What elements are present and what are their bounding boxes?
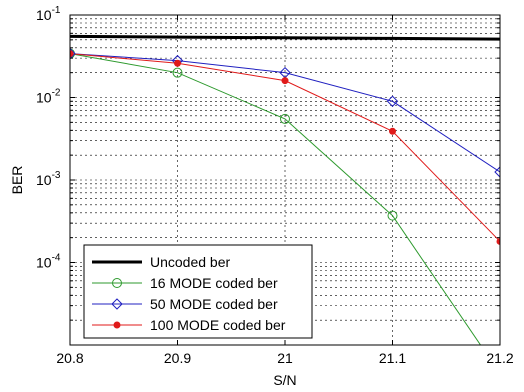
legend-marker-3 xyxy=(111,298,123,310)
x-tick-labels: 20.8 20.9 21 21.1 21.2 xyxy=(56,350,513,366)
series-4-point xyxy=(281,77,289,85)
y-tick-label: 10-1 xyxy=(36,5,61,23)
series-3-point xyxy=(386,95,399,107)
plot-series xyxy=(70,34,505,378)
x-tick-label: 21.1 xyxy=(379,350,406,366)
legend: Uncoded ber 16 MODE coded ber 50 MODE code… xyxy=(83,244,313,339)
series-3-point xyxy=(494,166,500,178)
series-2-point xyxy=(280,113,290,124)
x-axis-label: S/N xyxy=(273,372,296,388)
series-line-2 xyxy=(70,53,482,345)
series-2-point xyxy=(172,67,183,78)
y-axis-label: BER xyxy=(9,166,25,195)
series-2-point xyxy=(387,210,398,221)
series-3-point xyxy=(70,47,76,60)
series-4-point xyxy=(174,59,181,67)
legend-marker-4 xyxy=(113,321,121,329)
y-tick-label: 10-3 xyxy=(36,170,61,188)
series-line-1 xyxy=(70,34,500,41)
legend-marker-2 xyxy=(112,278,122,288)
series-4-point xyxy=(389,127,396,135)
x-tick-label: 21 xyxy=(277,350,293,366)
legend-label-2: 16 MODE coded ber xyxy=(150,275,278,291)
axis-ticks xyxy=(69,15,501,346)
series-4-point xyxy=(496,237,500,245)
legend-label-1: Uncoded ber xyxy=(150,254,231,270)
series-2-point xyxy=(496,369,505,378)
y-tick-label: 10-4 xyxy=(36,253,61,271)
y-tick-label: 10-2 xyxy=(36,88,61,106)
x-tick-label: 20.9 xyxy=(164,350,191,366)
x-tick-label: 20.8 xyxy=(56,350,83,366)
y-tick-labels: 10-1 10-2 10-3 10-4 xyxy=(36,5,61,271)
legend-label-3: 50 MODE coded ber xyxy=(150,296,278,312)
series-4-point xyxy=(70,50,74,58)
legend-label-4: 100 MODE coded ber xyxy=(150,317,286,333)
x-tick-label: 21.2 xyxy=(486,350,513,366)
series-line-3 xyxy=(70,53,500,173)
